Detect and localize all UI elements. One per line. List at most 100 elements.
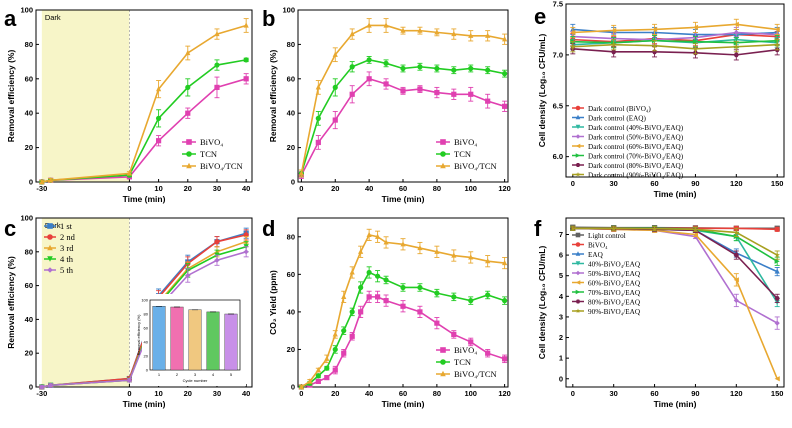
data-point [502,259,508,266]
data-point [383,81,389,87]
x-tick-label: 60 [650,179,658,188]
y-tick-label: 6.5 [553,101,563,110]
data-point [733,29,739,36]
legend-marker [47,244,53,251]
panel-letter: e [534,4,546,29]
inset-y-label: 60 [144,326,149,331]
plot-frame [565,217,785,388]
data-point [383,22,389,28]
data-point [383,298,389,304]
legend-marker [47,267,53,273]
legend-marker [186,139,192,145]
data-point [774,26,780,33]
legend-entry: 4 th [60,254,74,264]
data-point [155,86,162,92]
data-point [155,115,162,121]
y-tick-label: 40 [287,307,295,316]
series-line [572,28,778,36]
inset-y-label: 40 [144,340,149,345]
data-point [214,30,220,37]
x-tick-label: 40 [365,184,373,193]
data-point [692,226,699,232]
series-2 [298,228,508,390]
data-point [451,252,457,258]
legend-marker [440,151,446,157]
x-tick-label: 30 [610,389,618,398]
panel-letter: d [262,216,275,241]
legend-entry: EAQ [588,251,604,259]
x-tick-label: 120 [498,184,511,193]
data-point [692,45,699,52]
legend-marker [575,171,581,177]
inset-xlabel: Cycle number [183,378,208,383]
data-point [39,384,45,390]
legend-marker [575,280,581,285]
y-tick-label: 6.0 [553,152,563,161]
data-point [155,138,162,144]
legend-entry: BiVO₄ [200,137,223,147]
series-2 [39,18,249,185]
legend-marker [575,114,581,120]
data-point [332,367,338,373]
data-point [358,248,364,254]
y-tick-label: 40 [287,109,295,118]
series-6 [570,43,780,61]
data-point [374,233,381,239]
inset-chart: 1 2 3 4 5 0 20 40 60 80 100 Cycle number Removal eff… [136,294,246,386]
legend: BiVO₄ TCN BiVO₄/TCN [436,137,497,171]
series-4 [570,18,780,39]
legend-entry: Dark control (90%-BiVO₄/EAQ) [588,172,684,180]
panel-letter: a [4,6,17,31]
legend-entry: Dark control (40%-BiVO₄/EAQ) [588,124,684,132]
x-tick-label: 0 [571,179,575,188]
series-line [572,39,778,44]
x-axis-label: Time (min) [654,399,697,409]
data-point [332,346,338,353]
y-tick-label: 60 [287,270,295,279]
panel-letter: f [534,216,542,241]
legend-entry: BiVO₄ [454,345,477,355]
data-point [485,98,491,104]
data-point [374,273,381,279]
y-tick-label: 20 [25,349,33,358]
data-point [383,277,389,283]
data-point [417,244,423,251]
y-tick-label: 60 [25,74,33,83]
legend: 1 st2 nd3 rd4 th5 th [44,221,76,275]
inset-bar [206,311,220,371]
y-tick-label: 1 [559,354,563,363]
y-tick-label: 5 [559,271,563,280]
legend-entry: Dark control (EAQ) [588,115,646,123]
data-point [349,269,355,275]
legend-marker [575,124,581,130]
data-point [434,320,440,326]
y-axis-label: Removal efficiency (%) [268,50,278,143]
data-point [214,84,220,90]
y-tick-label: 20 [25,143,33,152]
data-point [774,226,780,232]
data-point [126,170,133,176]
data-point [324,355,330,361]
legend-marker [186,151,192,157]
data-point [651,42,658,49]
y-tick-label: 7 [559,230,563,239]
x-tick-label: 120 [730,179,743,188]
data-point [774,376,780,382]
y-tick-label: 2 [559,333,563,342]
legend-marker [186,162,192,169]
series-1 [298,55,508,178]
data-point [774,41,780,48]
data-point [570,225,576,231]
data-point [315,115,321,121]
inset-x-label: 1 [158,372,161,377]
legend-entry: Dark control (BiVO₄) [588,105,651,113]
series-line [572,23,778,34]
inset-bar [188,309,202,371]
x-tick-label: 0 [299,184,303,193]
y-tick-label: 100 [282,6,295,15]
data-point [214,257,220,263]
legend-entry: BiVO₄/TCN [454,161,497,171]
legend-entry: 40%-BiVO₄/EAQ [588,261,641,269]
data-point [366,269,372,276]
data-point [468,339,474,345]
